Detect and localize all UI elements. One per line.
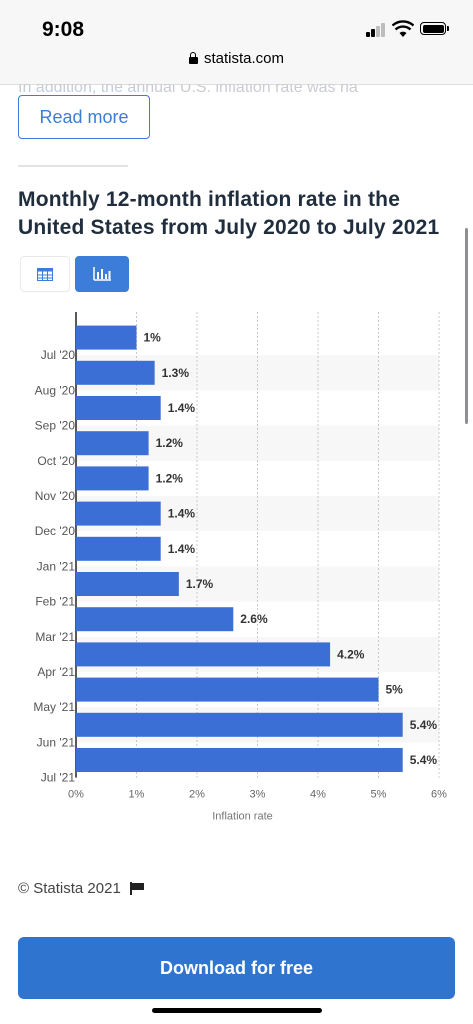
scroll-indicator[interactable]: [465, 228, 468, 424]
bar-value-label: 1.4%: [168, 507, 196, 521]
bar-value-label: 1.4%: [168, 401, 196, 415]
bar-value-label: 1.2%: [156, 436, 184, 450]
table-view-button[interactable]: [20, 256, 70, 292]
bar: [76, 677, 379, 702]
y-category-label: Jul '20: [41, 348, 76, 362]
y-category-label: Jul '21: [41, 771, 76, 785]
bar: [76, 748, 403, 772]
bar-value-label: 1.7%: [186, 577, 214, 591]
chart-title: Monthly 12-month inflation rate in the U…: [18, 188, 440, 239]
x-tick-label: 0%: [68, 789, 84, 801]
bar: [76, 572, 179, 596]
divider: [18, 165, 128, 167]
bar-value-label: 2.6%: [240, 612, 268, 626]
bar-value-label: 1.2%: [156, 471, 184, 485]
y-category-label: Nov '20: [35, 489, 76, 503]
y-category-label: Aug '20: [35, 383, 76, 397]
chart-view-button[interactable]: [75, 256, 129, 292]
bar: [76, 325, 137, 350]
bar: [76, 431, 149, 456]
cellular-signal-icon: [366, 23, 388, 37]
clipped-paragraph: In addition, the annual U.S. inflation r…: [18, 84, 358, 96]
y-category-label: Jun '21: [37, 735, 76, 749]
x-tick-label: 3%: [250, 789, 266, 801]
bar: [76, 712, 403, 737]
bar-value-label: 5.4%: [410, 718, 438, 732]
table-icon: [37, 267, 53, 281]
bar-value-label: 1%: [144, 331, 162, 345]
x-tick-label: 2%: [189, 789, 205, 801]
status-bar: 9:08 statista.com: [0, 0, 473, 85]
y-category-label: Oct '20: [37, 454, 75, 468]
home-indicator: [152, 1008, 322, 1013]
bar-value-label: 1.3%: [162, 366, 190, 380]
y-category-label: Apr '21: [37, 665, 75, 679]
read-more-button[interactable]: Read more: [18, 95, 150, 139]
y-category-label: May '21: [33, 700, 75, 714]
bar-value-label: 5%: [386, 683, 404, 697]
battery-icon: [420, 22, 449, 35]
y-category-label: Sep '20: [35, 419, 76, 433]
bar: [76, 360, 155, 385]
copyright-text: © Statista 2021: [18, 880, 121, 897]
url-text: statista.com: [203, 50, 285, 67]
bar: [76, 536, 161, 561]
flag-icon[interactable]: [129, 882, 144, 895]
bar: [76, 501, 161, 526]
x-tick-label: 6%: [431, 789, 447, 801]
address-bar[interactable]: statista.com: [0, 50, 473, 67]
bar-value-label: 5.4%: [410, 753, 438, 767]
y-category-label: Jan '21: [37, 559, 76, 573]
copyright: © Statista 2021: [18, 880, 144, 897]
inflation-bar-chart: 0% 1% 2% 3% 4% 5% 6% 1% 1.3% 1.4% 1.2% 1.2% 1.4% 1.4%…: [33, 312, 447, 823]
lock-icon: [188, 52, 198, 64]
x-tick-label: 4%: [310, 789, 326, 801]
y-category-label: Feb '21: [35, 595, 75, 609]
wifi-icon: [392, 20, 414, 37]
bar-value-label: 4.2%: [337, 647, 365, 661]
y-category-label: Mar '21: [35, 630, 75, 644]
x-tick-label: 5%: [371, 789, 387, 801]
download-button[interactable]: Download for free: [18, 937, 455, 999]
bar-chart-icon: [93, 267, 111, 281]
bar: [76, 396, 161, 420]
y-category-label: Dec '20: [35, 524, 76, 538]
x-tick-label: 1%: [129, 789, 145, 801]
bar-value-label: 1.4%: [168, 542, 196, 556]
x-axis-title: Inflation rate: [212, 811, 273, 823]
status-time: 9:08: [42, 18, 85, 41]
bar: [76, 642, 331, 667]
bar: [76, 466, 149, 491]
bar: [76, 607, 234, 632]
